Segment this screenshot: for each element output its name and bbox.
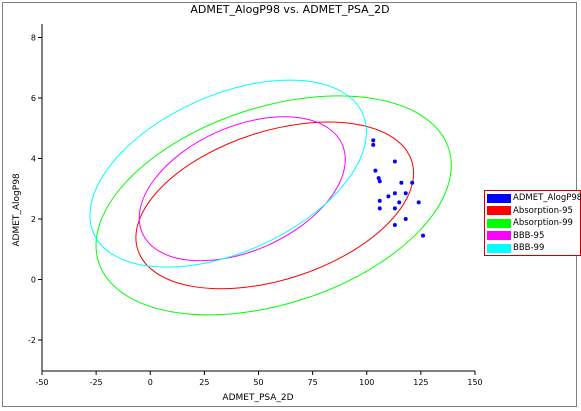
legend-label: BBB-95 [513, 230, 545, 241]
y-tick-label: -2 [28, 336, 36, 345]
data-point [399, 180, 404, 185]
y-tick-label: 2 [31, 215, 36, 224]
axes-layer: -50 -25 0 25 50 75 100 125 150 -2 0 2 4 6 8 [28, 24, 483, 387]
data-point [371, 142, 376, 147]
x-tick-label: -25 [90, 378, 103, 387]
legend-item: Absorption-99 [487, 217, 580, 230]
y-tick-label: 0 [31, 276, 36, 285]
y-tick-label: 6 [31, 94, 36, 103]
legend-item: ADMET_AlogP98 [487, 192, 581, 205]
chart-frame [2, 2, 577, 407]
data-point [416, 200, 421, 205]
legend-label: BBB-99 [513, 243, 545, 254]
data-point [421, 233, 426, 238]
x-tick-label: 25 [199, 378, 209, 387]
data-point [403, 191, 408, 196]
x-tick-label: 150 [467, 378, 482, 387]
data-point [373, 168, 378, 173]
data-point [377, 179, 382, 184]
legend-label: Absorption-95 [513, 205, 573, 216]
data-point [371, 138, 376, 143]
legend-swatch [487, 231, 511, 241]
legend-label: ADMET_AlogP98 [513, 193, 581, 204]
chart-title: ADMET_AlogP98 vs. ADMET_PSA_2D [190, 3, 389, 16]
data-point [386, 194, 391, 199]
data-point [377, 206, 382, 211]
y-tick-label: 8 [31, 34, 36, 43]
legend-label: Absorption-99 [513, 218, 573, 229]
ellipse-absorption-99 [95, 95, 452, 316]
legend-item: Absorption-95 [487, 205, 580, 218]
ellipse-absorption-95 [135, 121, 415, 290]
legend-item: BBB-99 [487, 242, 580, 255]
data-point [377, 198, 382, 203]
points-layer [371, 138, 426, 238]
data-point [392, 191, 397, 196]
ellipse-bbb-95 [138, 116, 346, 262]
x-tick-label: 100 [359, 378, 374, 387]
legend-swatch [487, 243, 511, 253]
y-tick-label: 4 [31, 155, 36, 164]
legend-item: BBB-95 [487, 230, 580, 243]
ellipses-layer [89, 79, 452, 316]
legend-swatch [487, 206, 511, 216]
ellipse-bbb-99 [89, 79, 367, 268]
x-tick-label: -50 [35, 378, 48, 387]
y-axis-label: ADMET_AlogP98 [12, 173, 22, 247]
x-tick-label: 125 [413, 378, 428, 387]
data-point [392, 206, 397, 211]
data-point [403, 217, 408, 221]
legend-swatch [487, 193, 511, 203]
x-tick-label: 50 [253, 378, 263, 387]
data-point [392, 223, 397, 228]
x-tick-label: 0 [148, 378, 153, 387]
legend-swatch [487, 218, 511, 228]
data-point [392, 159, 397, 164]
chart-legend: ADMET_AlogP98 Absorption-95 Absorption-99 B… [484, 190, 581, 256]
x-axis-label: ADMET_PSA_2D [222, 393, 293, 403]
x-tick-label: 75 [308, 378, 318, 387]
data-point [376, 176, 381, 181]
data-point [397, 200, 402, 205]
data-point [410, 180, 415, 185]
